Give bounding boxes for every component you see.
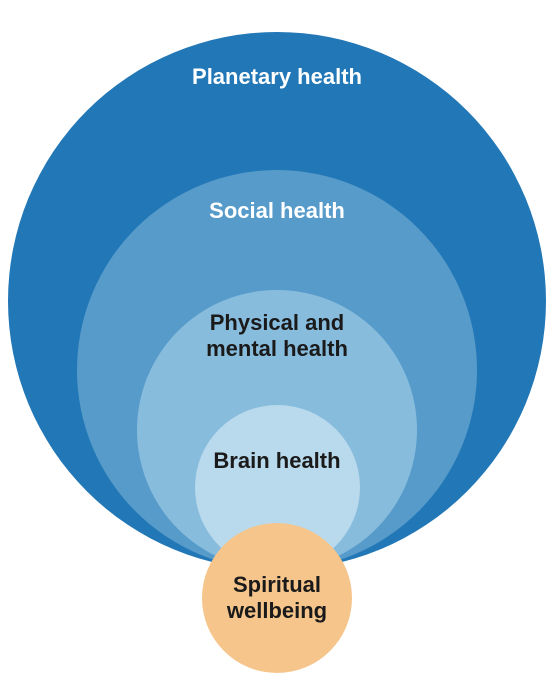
- label-planetary: Planetary health: [127, 64, 427, 90]
- label-brain: Brain health: [127, 448, 427, 474]
- label-social: Social health: [127, 198, 427, 224]
- label-physical-mental: Physical and mental health: [127, 310, 427, 363]
- label-spiritual: Spiritual wellbeing: [177, 572, 377, 625]
